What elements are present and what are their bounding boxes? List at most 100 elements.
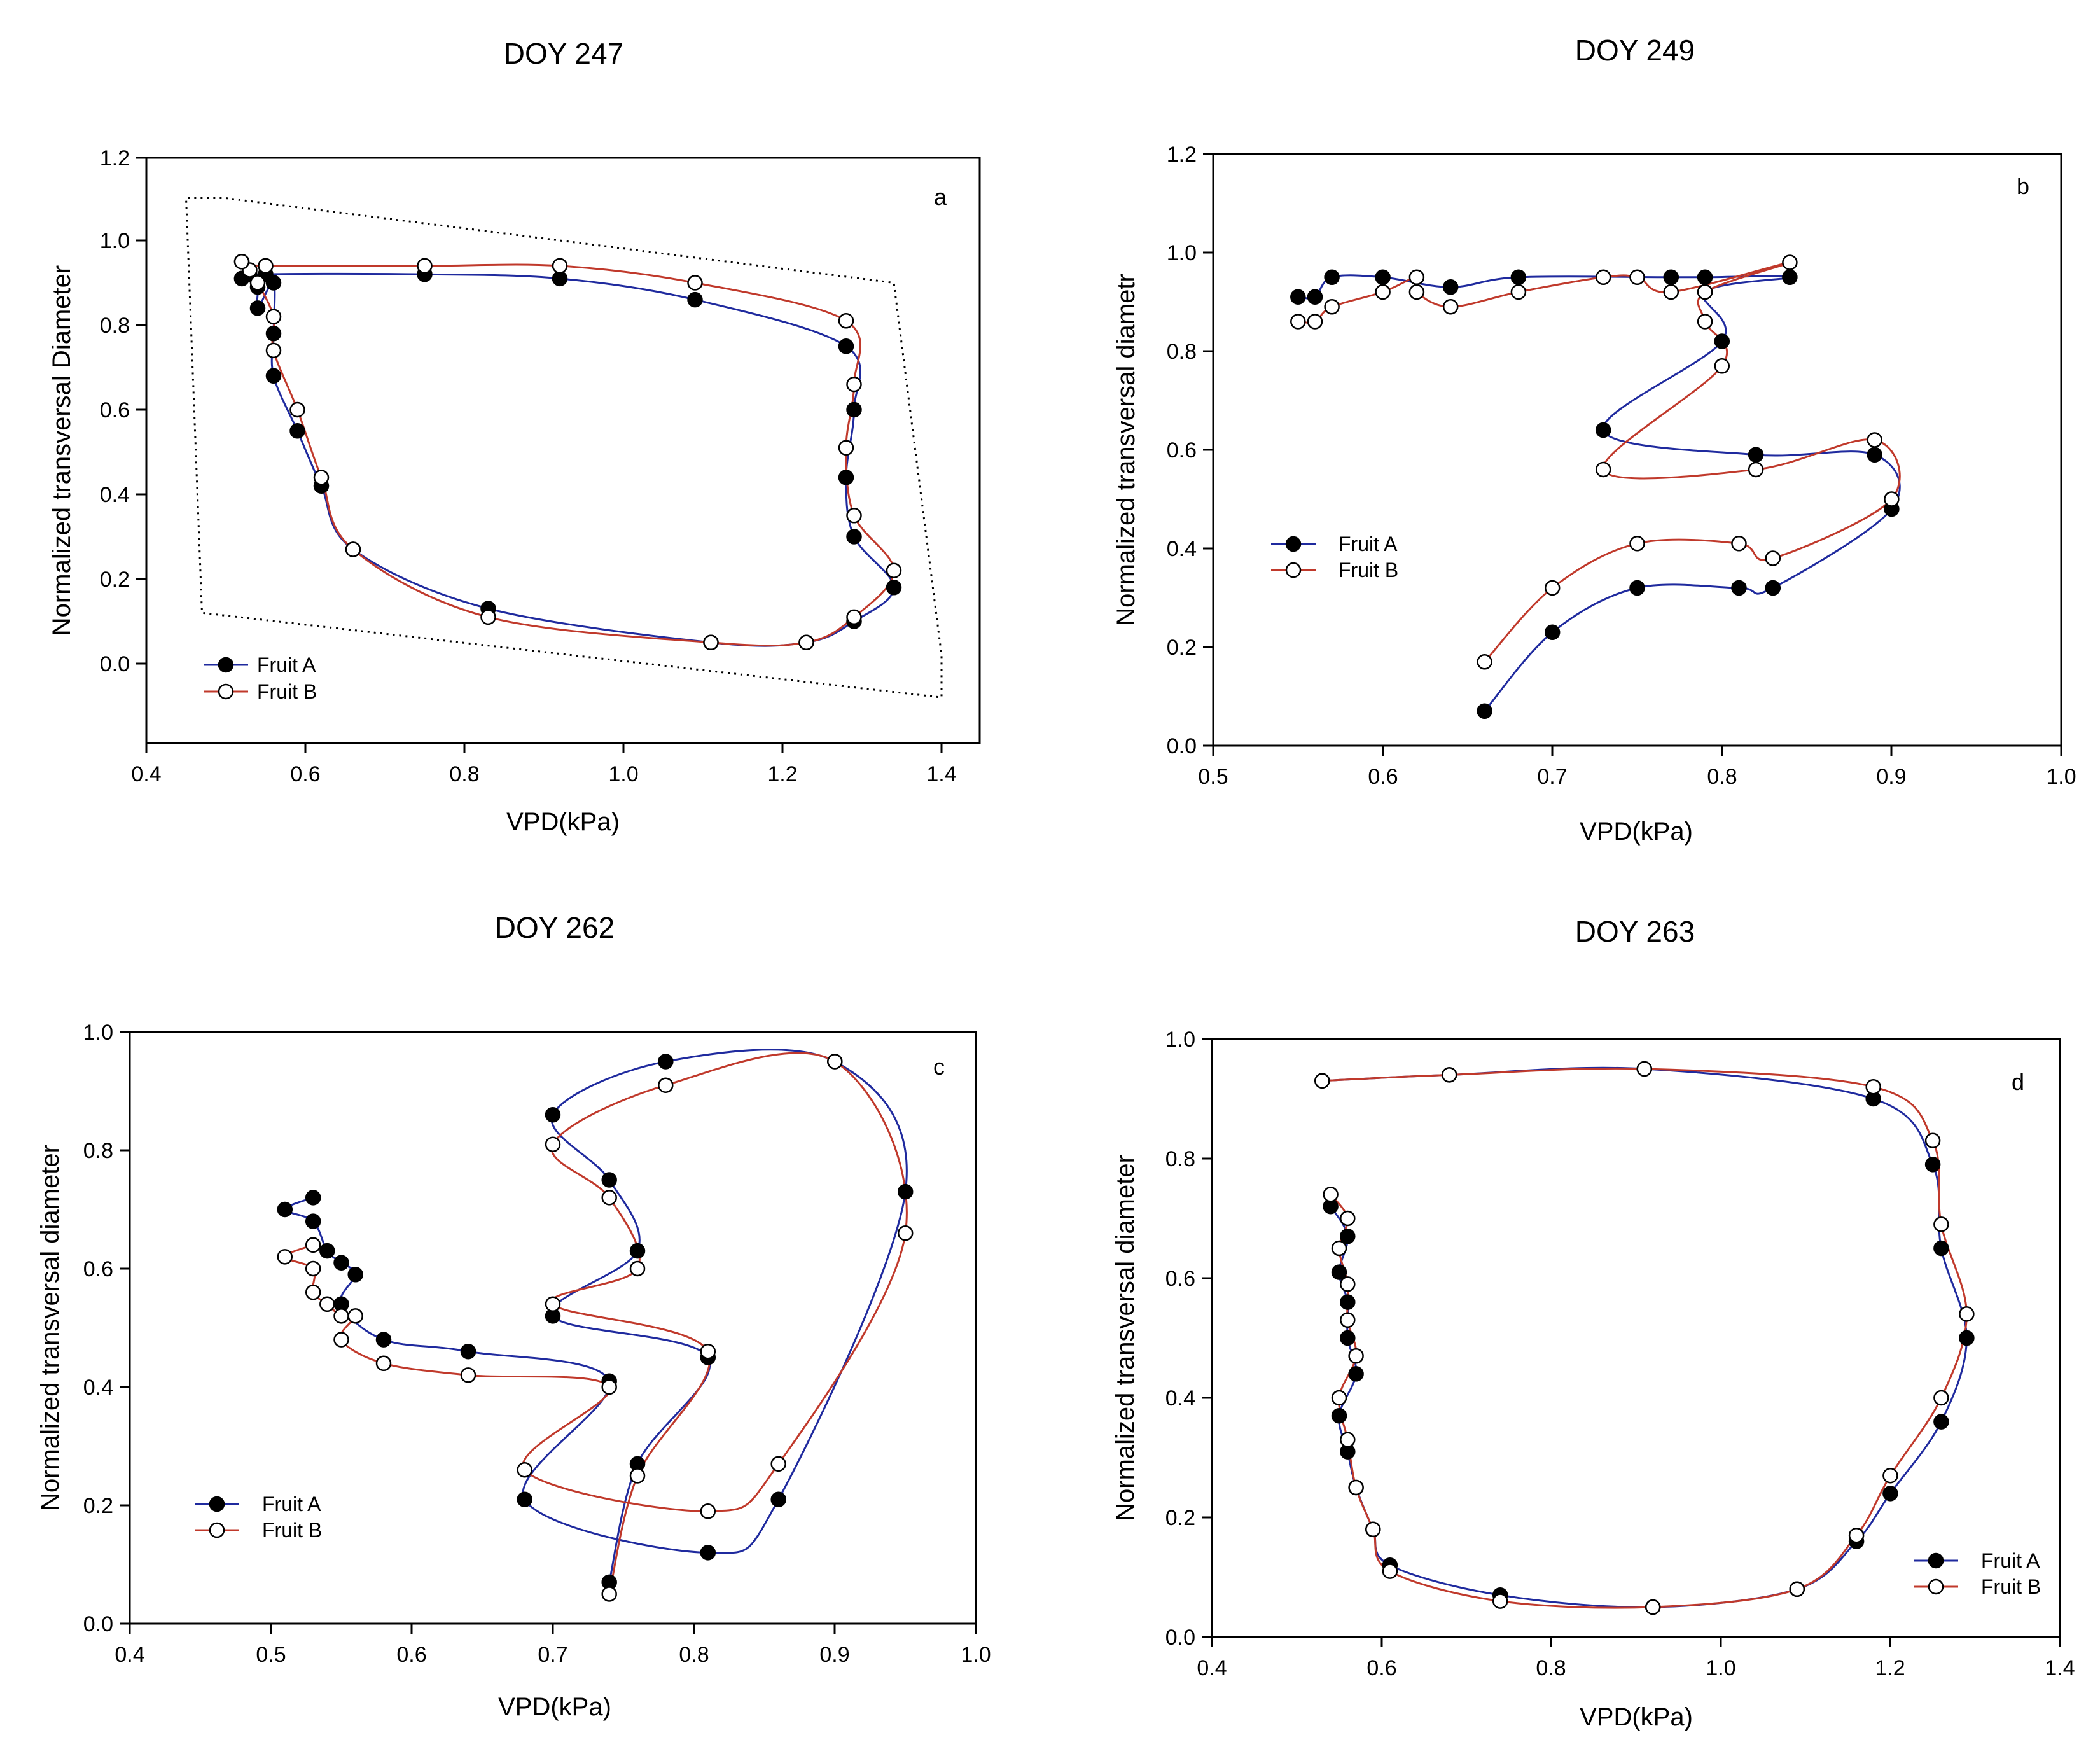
legend-marker-fruit-b <box>1285 562 1302 578</box>
panel-d-title: DOY 263 <box>1575 915 1695 948</box>
legend-marker-fruit-a <box>1928 1552 1944 1569</box>
y-tick-label: 0.4 <box>1167 537 1197 561</box>
data-point-fruit-a <box>552 270 568 287</box>
x-tick-label: 1.0 <box>1706 1656 1735 1680</box>
panel-c: DOY 262 c 0.0 0.2 0.4 0.6 0.8 1.0 0.4 0.… <box>36 911 991 1721</box>
data-point-fruit-b <box>305 1237 321 1253</box>
legend-marker-fruit-b <box>218 683 234 700</box>
x-tick-label: 0.8 <box>449 762 479 786</box>
series-line-fruit-b <box>1322 1067 1968 1609</box>
y-tick-label: 1.0 <box>100 229 130 253</box>
data-point-fruit-b <box>1544 580 1561 596</box>
data-point-fruit-b <box>1408 284 1425 300</box>
data-point-fruit-b <box>460 1367 476 1383</box>
panel-c-data <box>277 1049 914 1602</box>
data-point-fruit-b <box>838 440 854 456</box>
data-point-fruit-b <box>319 1296 335 1313</box>
data-point-fruit-b <box>1331 1240 1347 1257</box>
data-point-fruit-a <box>846 529 862 545</box>
data-point-fruit-b <box>1340 1210 1356 1227</box>
data-point-fruit-a <box>1714 333 1730 349</box>
data-point-fruit-b <box>333 1332 349 1348</box>
panel-b-y-axis-label: Normalized transversal diametr <box>1112 274 1140 626</box>
y-tick-label: 0.0 <box>83 1612 113 1636</box>
y-tick-label: 0.0 <box>1165 1626 1195 1650</box>
data-point-fruit-a <box>1867 447 1882 463</box>
x-tick-label: 0.4 <box>131 762 161 786</box>
y-tick-label: 1.2 <box>1167 143 1197 167</box>
data-point-fruit-b <box>1441 1067 1457 1083</box>
series-line-fruit-a <box>1298 274 1901 712</box>
panel-b-x-axis-label: VPD(kPa) <box>1580 818 1693 846</box>
data-point-fruit-b <box>629 1260 646 1277</box>
x-tick-label: 1.0 <box>2046 765 2076 789</box>
x-tick-label: 0.7 <box>1537 765 1567 789</box>
y-tick-label: 0.8 <box>83 1139 113 1163</box>
data-point-fruit-a <box>1340 1330 1356 1346</box>
panel-c-y-ticks: 0.0 0.2 0.4 0.6 0.8 1.0 <box>83 1021 130 1636</box>
data-point-fruit-b <box>1348 1348 1364 1364</box>
y-tick-label: 0.2 <box>100 568 130 592</box>
panel-b-y-ticks: 0.0 0.2 0.4 0.6 0.8 1.0 1.2 <box>1167 143 1213 758</box>
data-point-fruit-a <box>1595 422 1611 438</box>
data-point-fruit-b <box>480 609 496 625</box>
data-point-fruit-a <box>265 326 282 342</box>
data-point-fruit-b <box>1323 1187 1339 1202</box>
data-point-fruit-a <box>333 1255 349 1271</box>
series-line-fruit-b <box>284 1052 908 1594</box>
panel-b: DOY 249 b 0.0 0.2 0.4 0.6 0.8 1.0 1.2 0.… <box>1112 34 2076 846</box>
data-point-fruit-b <box>1765 550 1781 566</box>
data-point-fruit-a <box>1544 624 1561 641</box>
data-point-fruit-b <box>1340 1312 1356 1328</box>
data-point-fruit-a <box>770 1491 786 1507</box>
data-point-fruit-b <box>347 1308 363 1324</box>
x-tick-label: 0.8 <box>679 1643 709 1667</box>
data-point-fruit-a <box>1290 289 1306 305</box>
y-tick-label: 1.0 <box>1165 1028 1195 1052</box>
data-point-fruit-b <box>1510 284 1527 300</box>
data-point-fruit-a <box>700 1545 716 1561</box>
data-point-fruit-b <box>846 376 862 393</box>
data-point-fruit-a <box>517 1491 532 1507</box>
data-point-fruit-b <box>1595 269 1611 286</box>
panel-b-plot-frame <box>1212 153 2062 747</box>
data-point-fruit-b <box>289 401 305 418</box>
data-point-fruit-b <box>1307 314 1323 330</box>
data-point-fruit-a <box>319 1243 335 1259</box>
data-point-fruit-a <box>305 1213 321 1229</box>
y-tick-label: 0.2 <box>83 1494 113 1518</box>
panel-b-title: DOY 249 <box>1575 34 1695 67</box>
data-point-fruit-b <box>545 1296 561 1313</box>
data-point-fruit-a <box>1933 1414 1949 1430</box>
y-tick-label: 0.8 <box>100 314 130 338</box>
data-point-fruit-b <box>258 258 274 274</box>
x-tick-label: 0.6 <box>1366 1656 1396 1680</box>
data-point-fruit-b <box>1492 1593 1508 1609</box>
data-point-fruit-b <box>1867 432 1882 448</box>
data-point-fruit-b <box>601 1586 617 1602</box>
data-point-fruit-a <box>289 423 305 439</box>
data-point-fruit-b <box>629 1468 646 1484</box>
data-point-fruit-b <box>1442 299 1459 315</box>
data-point-fruit-b <box>1331 1390 1347 1406</box>
data-point-fruit-b <box>1882 1467 1898 1484</box>
y-tick-label: 0.4 <box>100 483 130 507</box>
y-tick-label: 0.2 <box>1165 1506 1195 1530</box>
data-point-fruit-b <box>1731 536 1747 552</box>
x-tick-label: 1.2 <box>1875 1656 1905 1680</box>
data-point-fruit-b <box>1595 461 1611 478</box>
data-point-fruit-b <box>265 309 282 324</box>
data-point-fruit-a <box>1959 1330 1975 1346</box>
data-point-fruit-b <box>827 1054 843 1070</box>
data-point-fruit-b <box>1636 1061 1653 1077</box>
x-tick-label: 0.7 <box>538 1643 567 1667</box>
panel-a-letter: a <box>934 184 947 210</box>
series-line-fruit-b <box>240 260 895 647</box>
x-tick-label: 0.6 <box>290 762 320 786</box>
data-point-fruit-b <box>517 1461 532 1478</box>
data-point-fruit-b <box>545 1136 561 1152</box>
data-point-fruit-b <box>1314 1073 1330 1089</box>
legend-marker-fruit-a <box>1285 536 1302 552</box>
y-tick-label: 0.0 <box>1167 734 1197 758</box>
data-point-fruit-b <box>700 1503 716 1519</box>
